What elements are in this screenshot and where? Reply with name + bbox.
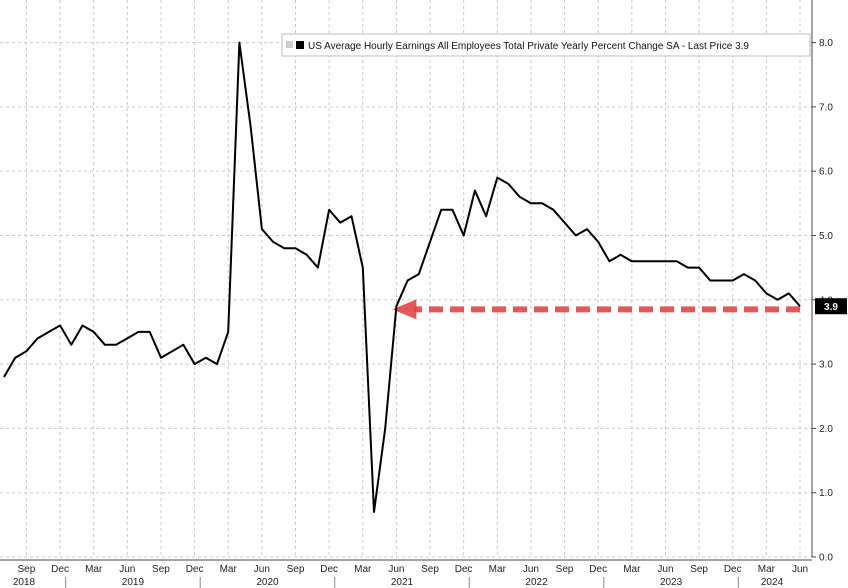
y-tick-label: 7.0 (819, 102, 833, 113)
series-layer (3, 41, 801, 513)
y-tick-label: 1.0 (819, 488, 833, 499)
legend-label: US Average Hourly Earnings All Employees… (308, 41, 749, 52)
x-tick-label: Dec (724, 564, 742, 575)
x-tick-label: Jun (523, 564, 539, 575)
x-tick-label: Sep (556, 564, 574, 575)
last-value-text: 3.9 (824, 302, 838, 313)
y-tick-label: 8.0 (819, 38, 833, 49)
x-tick-label: Dec (455, 564, 473, 575)
x-tick-label: Dec (51, 564, 69, 575)
legend: US Average Hourly Earnings All Employees… (281, 33, 811, 57)
x-year-label: 2021 (391, 577, 414, 588)
x-tick-label: Dec (320, 564, 338, 575)
x-tick-label: Mar (85, 564, 103, 575)
y-tick-label: 2.0 (819, 424, 833, 435)
x-tick-label: Dec (589, 564, 607, 575)
x-tick-label: Mar (758, 564, 776, 575)
x-year-label: 2023 (660, 577, 683, 588)
x-year-label: 2022 (525, 577, 548, 588)
last-value-box (815, 298, 847, 315)
x-tick-label: Mar (489, 564, 507, 575)
x-tick-label: Jun (119, 564, 135, 575)
x-tick-label: Mar (220, 564, 238, 575)
legend-marker (296, 41, 304, 49)
y-tick-label: 6.0 (819, 167, 833, 178)
x-tick-label: Sep (421, 564, 439, 575)
legend-box (281, 33, 811, 57)
x-tick-label: Sep (287, 564, 305, 575)
x-tick-label: Jun (254, 564, 270, 575)
x-tick-label: Mar (354, 564, 372, 575)
y-tick-label: 0.0 (819, 553, 833, 564)
y-tick-label: 5.0 (819, 231, 833, 242)
annotation-arrow-head (392, 299, 417, 320)
x-year-label: 2024 (761, 577, 784, 588)
x-tick-label: Jun (657, 564, 673, 575)
y-tick-label: 3.0 (819, 360, 833, 371)
x-tick-label: Sep (152, 564, 170, 575)
x-tick-label: Jun (388, 564, 404, 575)
x-axis: Sep Dec Mar Jun Sep Dec Mar Jun Sep Dec Mar Jun Sep D… (0, 559, 812, 588)
x-tick-label: Dec (186, 564, 204, 575)
legend-marker-gray (286, 41, 293, 48)
x-year-label: 2019 (122, 577, 145, 588)
x-tick-label: Mar (623, 564, 641, 575)
x-tick-label: Jun (792, 564, 808, 575)
last-value-label: 3.9 (815, 298, 847, 315)
x-tick-label: Sep (18, 564, 36, 575)
x-year-label: 2018 (13, 577, 36, 588)
series-line (3, 41, 801, 513)
x-year-label: 2020 (256, 577, 279, 588)
annotation-arrow (392, 299, 800, 320)
x-tick-label: Sep (690, 564, 708, 575)
